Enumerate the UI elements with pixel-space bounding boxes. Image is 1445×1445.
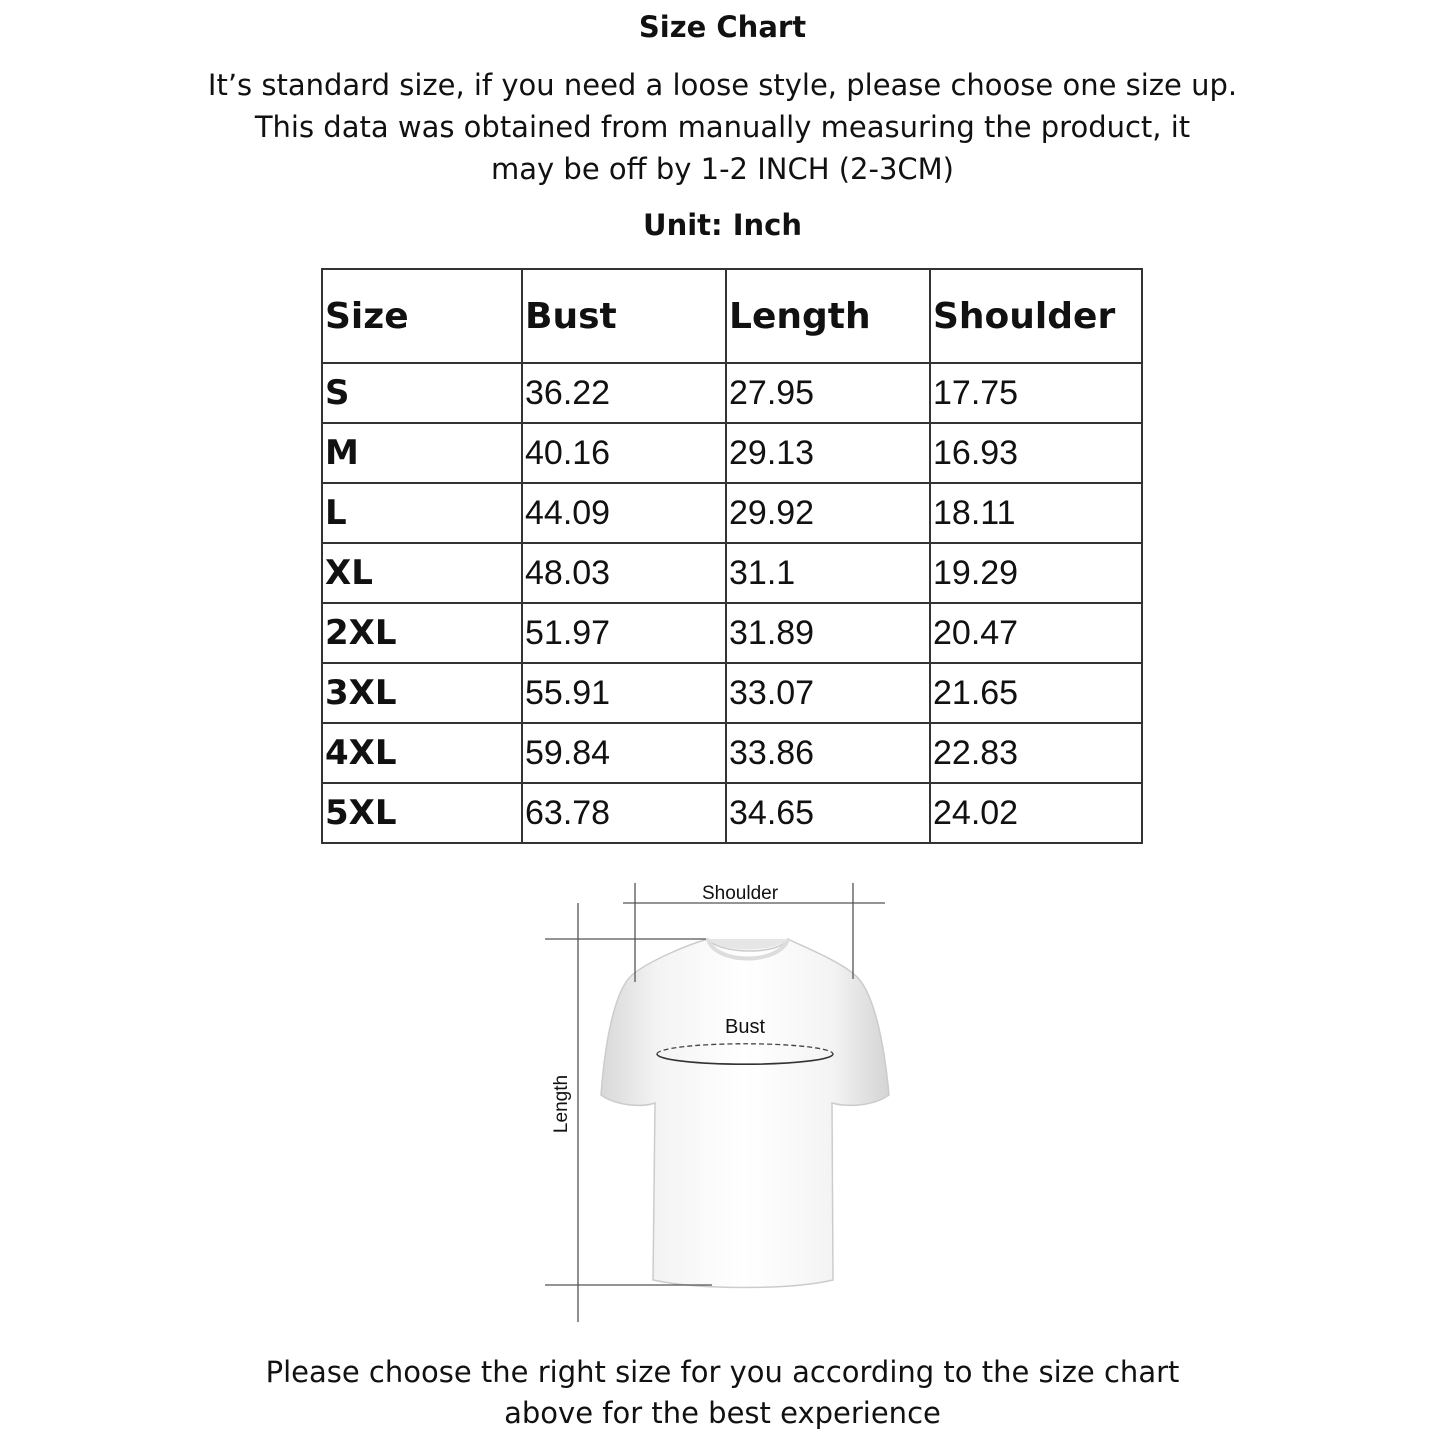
- size-table: Size Bust Length Shoulder S 36.22 27.95 17.…: [321, 268, 1143, 844]
- page-title: Size Chart: [638, 10, 807, 44]
- shoulder-cell: 16.93: [929, 422, 1143, 484]
- bust-cell: 55.91: [521, 662, 727, 724]
- table-row: 3XL 55.91 33.07 21.65: [321, 662, 1143, 724]
- size-cell: M: [321, 422, 523, 484]
- size-cell: S: [321, 362, 523, 424]
- shoulder-cell: 19.29: [929, 542, 1143, 604]
- length-cell: 31.89: [725, 602, 931, 664]
- length-label: Length: [551, 1075, 572, 1133]
- footer-line: Please choose the right size for you acc…: [265, 1355, 1180, 1389]
- length-cell: 34.65: [725, 782, 931, 844]
- shoulder-cell: 20.47: [929, 602, 1143, 664]
- size-cell: 3XL: [321, 662, 523, 724]
- bust-label: Bust: [725, 1016, 765, 1038]
- length-cell: 31.1: [725, 542, 931, 604]
- header-bust: Bust: [521, 268, 727, 364]
- footer-text: Please choose the right size for you acc…: [0, 1352, 1445, 1434]
- table-row: 2XL 51.97 31.89 20.47: [321, 602, 1143, 664]
- intro-line: may be off by 1-2 INCH (2-3CM): [491, 152, 954, 186]
- footer-line: above for the best experience: [504, 1396, 941, 1430]
- length-cell: 33.86: [725, 722, 931, 784]
- bust-cell: 40.16: [521, 422, 727, 484]
- length-cell: 29.92: [725, 482, 931, 544]
- intro-line: This data was obtained from manually mea…: [254, 110, 1191, 144]
- shoulder-cell: 18.11: [929, 482, 1143, 544]
- shoulder-cell: 24.02: [929, 782, 1143, 844]
- size-cell: 4XL: [321, 722, 523, 784]
- size-cell: XL: [321, 542, 523, 604]
- size-cell: L: [321, 482, 523, 544]
- tshirt-image: [600, 937, 890, 1289]
- length-cell: 27.95: [725, 362, 931, 424]
- table-row: XL 48.03 31.1 19.29: [321, 542, 1143, 604]
- bust-cell: 48.03: [521, 542, 727, 604]
- size-cell: 5XL: [321, 782, 523, 844]
- shoulder-cell: 21.65: [929, 662, 1143, 724]
- bust-cell: 59.84: [521, 722, 727, 784]
- length-cell: 33.07: [725, 662, 931, 724]
- header-size: Size: [321, 268, 523, 364]
- size-cell: 2XL: [321, 602, 523, 664]
- bust-ellipse: [656, 1043, 834, 1066]
- table-row: S 36.22 27.95 17.75: [321, 362, 1143, 424]
- table-row: L 44.09 29.92 18.11: [321, 482, 1143, 544]
- unit-label: Unit: Inch: [643, 208, 802, 242]
- shoulder-cell: 17.75: [929, 362, 1143, 424]
- bust-cell: 44.09: [521, 482, 727, 544]
- table-row: 5XL 63.78 34.65 24.02: [321, 782, 1143, 844]
- header-length: Length: [725, 268, 931, 364]
- bust-cell: 51.97: [521, 602, 727, 664]
- header-shoulder: Shoulder: [929, 268, 1143, 364]
- bust-cell: 63.78: [521, 782, 727, 844]
- measure-lines: [545, 883, 885, 1322]
- shoulder-cell: 22.83: [929, 722, 1143, 784]
- bust-cell: 36.22: [521, 362, 727, 424]
- table-row: M 40.16 29.13 16.93: [321, 422, 1143, 484]
- shoulder-label: Shoulder: [702, 883, 779, 904]
- length-cell: 29.13: [725, 422, 931, 484]
- intro-text: It’s standard size, if you need a loose …: [0, 64, 1445, 190]
- intro-line: It’s standard size, if you need a loose …: [207, 68, 1238, 102]
- table-row: 4XL 59.84 33.86 22.83: [321, 722, 1143, 784]
- table-header-row: Size Bust Length Shoulder: [321, 268, 1143, 364]
